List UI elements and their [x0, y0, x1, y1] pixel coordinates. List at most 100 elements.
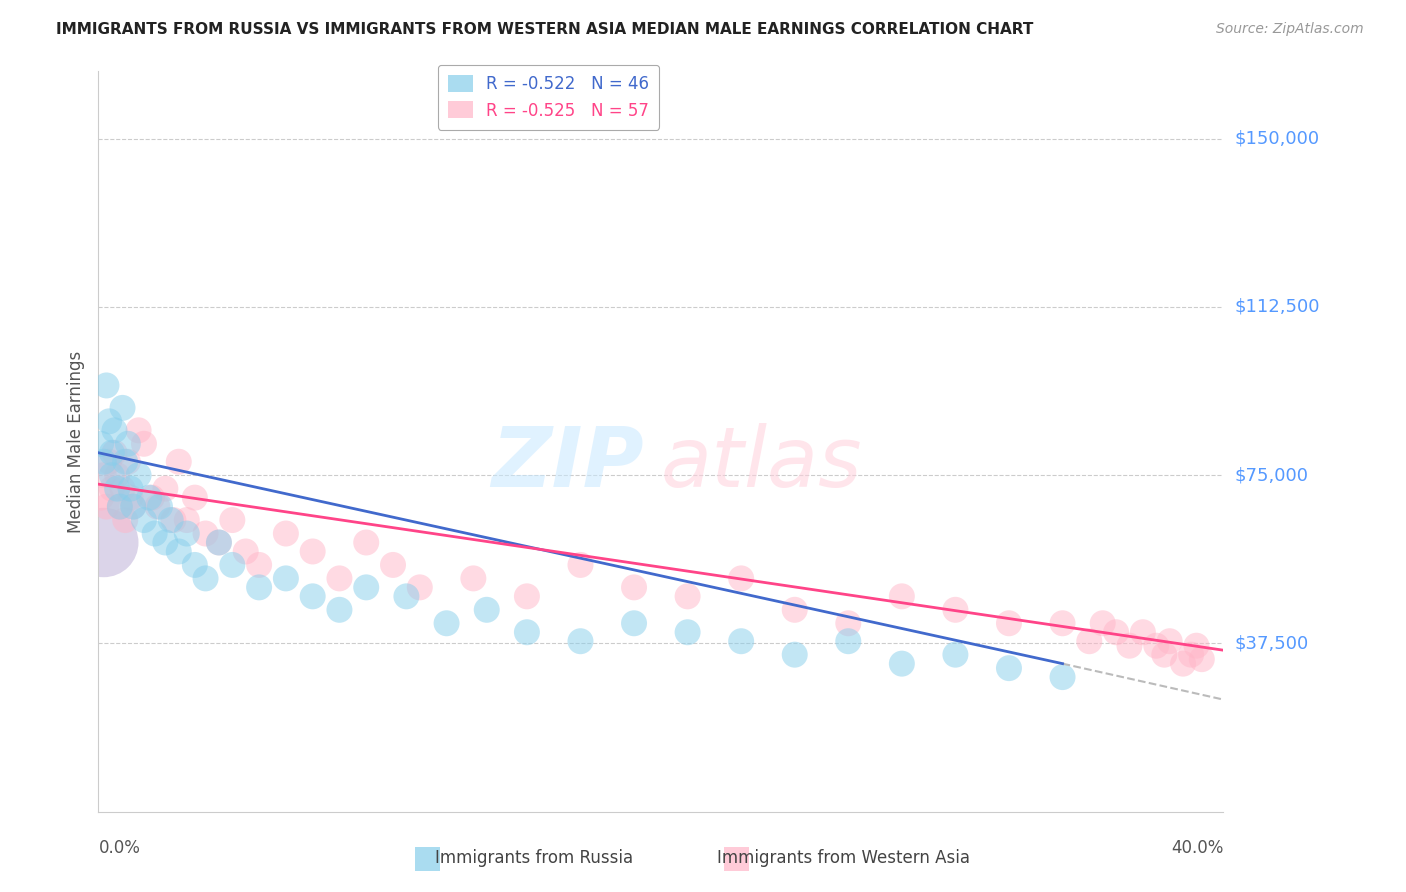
- Point: [475, 603, 498, 617]
- Point: [837, 634, 859, 648]
- Point: [676, 625, 699, 640]
- Point: [274, 526, 297, 541]
- Point: [120, 482, 142, 496]
- Point: [1078, 634, 1101, 648]
- Point: [101, 482, 124, 496]
- Text: ZIP: ZIP: [491, 423, 644, 504]
- Point: [382, 558, 405, 572]
- Point: [98, 455, 121, 469]
- Point: [569, 634, 592, 648]
- Point: [167, 544, 190, 558]
- Point: [108, 500, 131, 514]
- Point: [159, 513, 181, 527]
- Point: [1091, 616, 1114, 631]
- Point: [96, 378, 118, 392]
- Point: [122, 500, 145, 514]
- Point: [676, 590, 699, 604]
- Point: [155, 482, 177, 496]
- Point: [1132, 625, 1154, 640]
- Point: [138, 491, 160, 505]
- Point: [101, 446, 124, 460]
- Point: [1052, 670, 1074, 684]
- Point: [463, 571, 485, 585]
- Text: 40.0%: 40.0%: [1171, 839, 1223, 857]
- Point: [105, 482, 128, 496]
- Point: [301, 544, 323, 558]
- Point: [111, 401, 134, 415]
- Point: [194, 526, 217, 541]
- Point: [436, 616, 458, 631]
- Point: [132, 437, 155, 451]
- Point: [1118, 639, 1140, 653]
- Text: $37,500: $37,500: [1234, 634, 1309, 652]
- Point: [221, 513, 243, 527]
- Point: [623, 580, 645, 594]
- Point: [235, 544, 257, 558]
- Text: Immigrants from Russia: Immigrants from Russia: [436, 849, 633, 867]
- Point: [90, 437, 112, 451]
- Text: $150,000: $150,000: [1234, 129, 1319, 148]
- Point: [143, 526, 166, 541]
- Text: Source: ZipAtlas.com: Source: ZipAtlas.com: [1216, 22, 1364, 37]
- Point: [409, 580, 432, 594]
- Text: IMMIGRANTS FROM RUSSIA VS IMMIGRANTS FROM WESTERN ASIA MEDIAN MALE EARNINGS CORR: IMMIGRANTS FROM RUSSIA VS IMMIGRANTS FRO…: [56, 22, 1033, 37]
- Point: [516, 625, 538, 640]
- Point: [1191, 652, 1213, 666]
- Point: [783, 603, 806, 617]
- Text: atlas: atlas: [661, 423, 862, 504]
- Point: [221, 558, 243, 572]
- Point: [569, 558, 592, 572]
- Point: [98, 414, 121, 428]
- Point: [108, 500, 131, 514]
- Point: [155, 535, 177, 549]
- Text: $112,500: $112,500: [1234, 298, 1320, 316]
- Point: [516, 590, 538, 604]
- Point: [184, 491, 207, 505]
- Point: [162, 513, 184, 527]
- Point: [128, 423, 150, 437]
- Point: [128, 468, 150, 483]
- Point: [146, 500, 169, 514]
- Point: [1105, 625, 1128, 640]
- Y-axis label: Median Male Earnings: Median Male Earnings: [66, 351, 84, 533]
- Point: [176, 513, 198, 527]
- Point: [1180, 648, 1202, 662]
- Point: [103, 446, 125, 460]
- Point: [328, 603, 350, 617]
- Point: [117, 437, 139, 451]
- Point: [90, 491, 112, 505]
- Point: [328, 571, 350, 585]
- Point: [208, 535, 231, 549]
- Point: [208, 535, 231, 549]
- Legend: R = -0.522   N = 46, R = -0.525   N = 57: R = -0.522 N = 46, R = -0.525 N = 57: [437, 65, 659, 129]
- Point: [149, 500, 172, 514]
- Point: [184, 558, 207, 572]
- Point: [122, 500, 145, 514]
- Point: [623, 616, 645, 631]
- Point: [354, 535, 377, 549]
- Point: [890, 657, 912, 671]
- Point: [274, 571, 297, 585]
- Point: [1159, 634, 1181, 648]
- Point: [301, 590, 323, 604]
- Point: [111, 482, 134, 496]
- Point: [117, 455, 139, 469]
- Point: [194, 571, 217, 585]
- Point: [730, 634, 752, 648]
- Point: [141, 491, 163, 505]
- Point: [93, 468, 115, 483]
- Point: [114, 513, 136, 527]
- Point: [105, 468, 128, 483]
- Point: [101, 468, 124, 483]
- Point: [93, 455, 115, 469]
- Text: 0.0%: 0.0%: [98, 839, 141, 857]
- Point: [1185, 639, 1208, 653]
- Point: [114, 455, 136, 469]
- Point: [1153, 648, 1175, 662]
- Point: [998, 661, 1021, 675]
- Point: [1052, 616, 1074, 631]
- Point: [167, 455, 190, 469]
- Point: [93, 535, 115, 549]
- Point: [998, 616, 1021, 631]
- Point: [945, 603, 967, 617]
